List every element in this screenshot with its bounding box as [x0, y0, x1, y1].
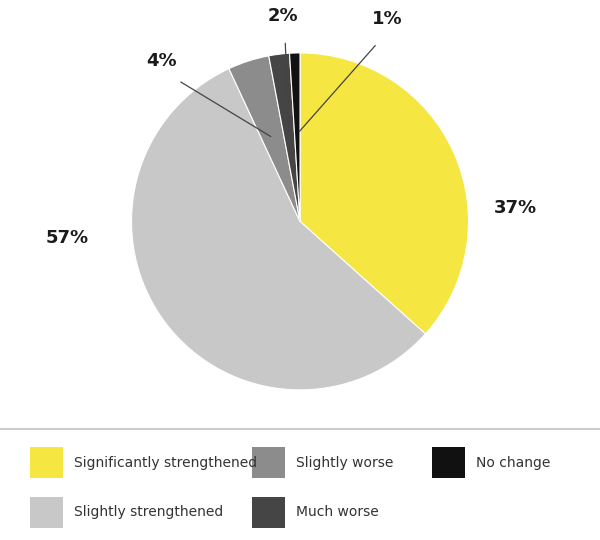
Text: Much worse: Much worse	[296, 505, 379, 519]
Wedge shape	[229, 56, 300, 221]
Text: 57%: 57%	[46, 230, 89, 247]
Wedge shape	[290, 53, 300, 221]
Text: No change: No change	[476, 456, 550, 469]
Text: Slightly strengthened: Slightly strengthened	[74, 505, 223, 519]
Bar	[252, 447, 285, 478]
Text: 1%: 1%	[372, 10, 403, 28]
Text: 2%: 2%	[268, 7, 298, 25]
Bar	[252, 497, 285, 528]
Wedge shape	[300, 53, 469, 334]
Text: Slightly worse: Slightly worse	[296, 456, 393, 469]
Text: 37%: 37%	[494, 199, 537, 217]
Wedge shape	[269, 53, 300, 221]
Bar	[30, 447, 63, 478]
Text: 4%: 4%	[146, 52, 177, 70]
Wedge shape	[131, 69, 425, 390]
Text: Significantly strengthened: Significantly strengthened	[74, 456, 257, 469]
Bar	[30, 497, 63, 528]
Bar	[432, 447, 465, 478]
